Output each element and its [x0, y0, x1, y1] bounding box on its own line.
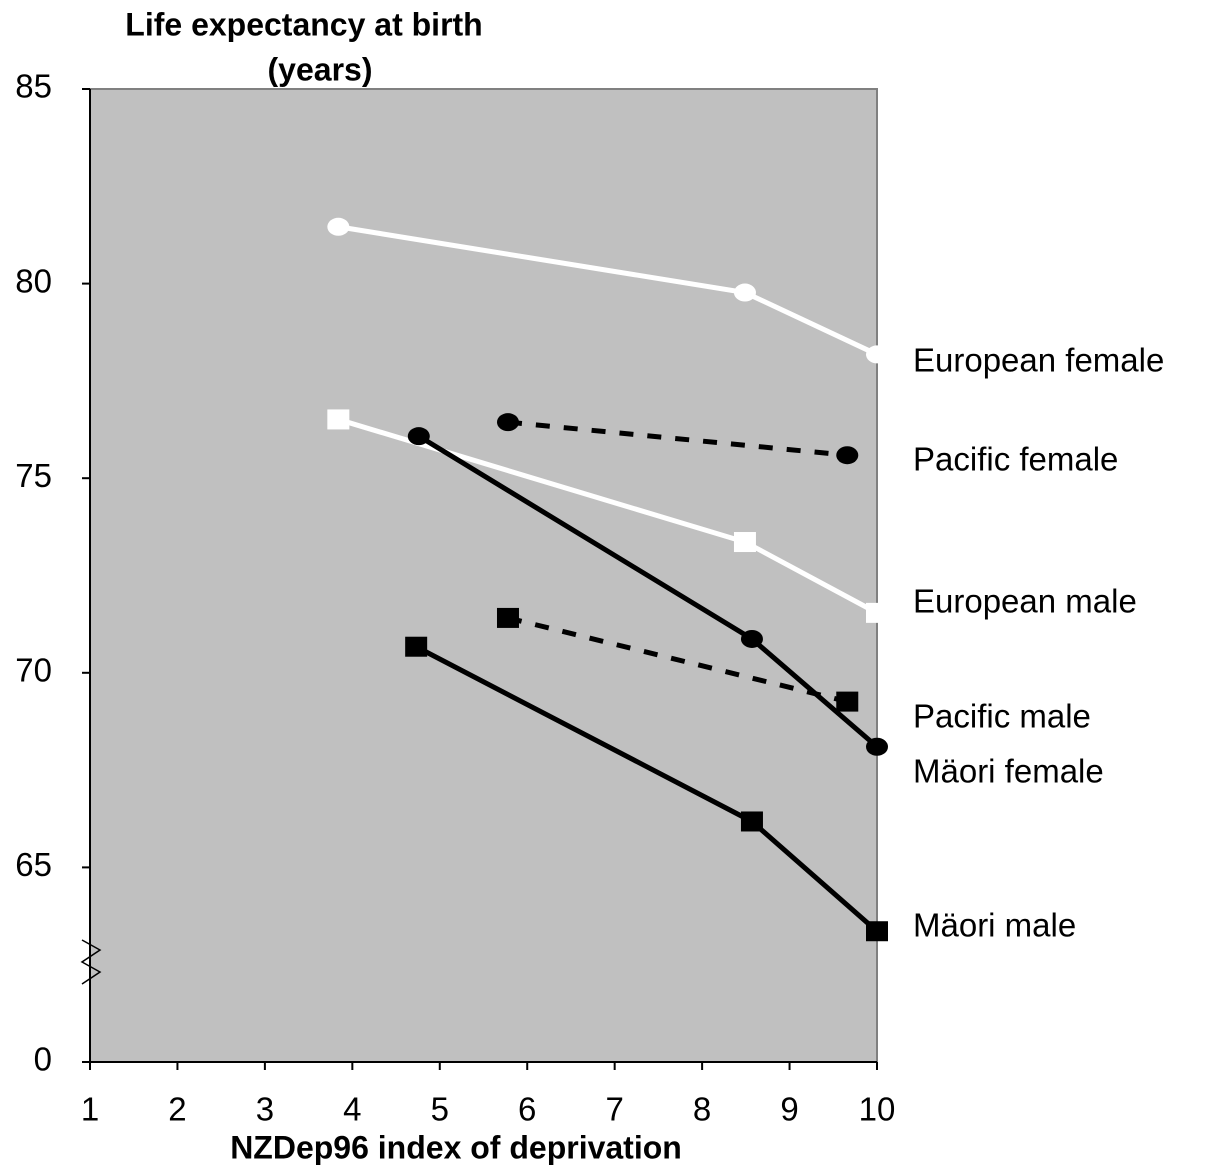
point: [740, 629, 763, 648]
x-tick-label: 5: [431, 1091, 449, 1128]
series-line: [507, 419, 848, 458]
series-label: Mäori female: [913, 753, 1104, 790]
point: [733, 283, 756, 302]
y-axis-title: (years): [268, 51, 373, 87]
series-line: [507, 615, 848, 705]
point: [496, 607, 519, 628]
x-tick-label: 10: [859, 1091, 896, 1128]
x-tick-label: 3: [256, 1091, 274, 1128]
point: [866, 345, 888, 364]
x-tick-label: 4: [343, 1091, 361, 1128]
x-tick-label: 8: [693, 1091, 711, 1128]
point: [327, 217, 350, 236]
point: [836, 446, 859, 465]
point: [733, 532, 756, 553]
x-tick-label: 9: [780, 1091, 798, 1128]
point: [866, 737, 888, 756]
series-label: Pacific male: [913, 698, 1091, 735]
y-tick-label: 70: [15, 652, 52, 689]
y-tick-label: 80: [15, 262, 52, 299]
x-tick-label: 6: [518, 1091, 536, 1128]
point: [405, 636, 428, 657]
y-axis-title: Life expectancy at birth: [125, 6, 482, 42]
point: [327, 409, 350, 430]
x-axis-title: NZDep96 index of deprivation: [230, 1129, 682, 1165]
y-tick-label: 85: [15, 68, 52, 105]
point: [836, 691, 859, 712]
x-tick-label: 7: [605, 1091, 623, 1128]
point: [866, 921, 888, 942]
y-tick-label: 75: [15, 457, 52, 494]
series-label: Mäori male: [913, 907, 1076, 944]
y-tick-label: 0: [34, 1041, 52, 1078]
y-tick-label: 65: [15, 846, 52, 883]
x-tick-label: 1: [81, 1091, 99, 1128]
plot-area: [89, 88, 878, 1063]
series-label: European female: [913, 342, 1164, 379]
point: [407, 427, 430, 446]
x-tick-label: 2: [168, 1091, 186, 1128]
axis-break: [80, 939, 102, 985]
point: [496, 413, 519, 432]
series-label: European male: [913, 583, 1137, 620]
point: [866, 602, 888, 623]
point: [740, 811, 763, 832]
series-label: Pacific female: [913, 441, 1118, 478]
